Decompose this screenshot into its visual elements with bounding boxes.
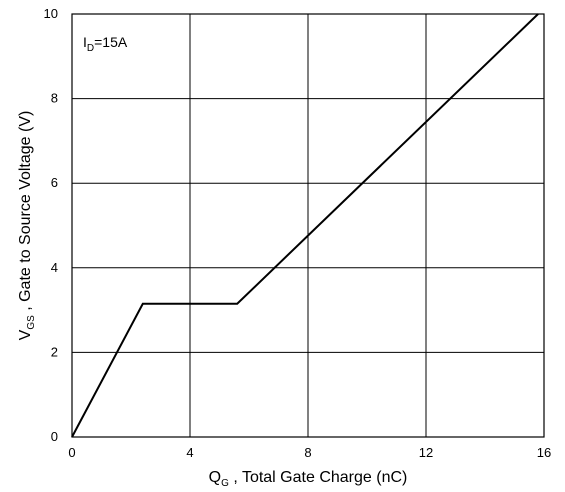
y-tick-label: 10 xyxy=(44,6,58,21)
x-tick-label: 8 xyxy=(304,445,311,460)
grid-lines xyxy=(72,14,544,437)
y-title-rest: , Gate to Source Voltage (V) xyxy=(17,111,34,316)
x-axis-title: QG , Total Gate Charge (nC) xyxy=(209,469,408,489)
y-axis-title: VGS , Gate to Source Voltage (V) xyxy=(17,111,37,341)
x-title-main: Q xyxy=(209,469,221,486)
plot-frame xyxy=(71,13,545,438)
y-tick-labels: 0 2 4 6 8 10 xyxy=(44,6,58,444)
y-title-sub: GS xyxy=(26,315,37,330)
x-tick-label: 16 xyxy=(537,445,551,460)
x-tick-label: 4 xyxy=(186,445,193,460)
x-tick-labels: 0 4 8 12 16 xyxy=(68,445,551,460)
annotation-sub: D xyxy=(87,43,94,54)
y-tick-label: 0 xyxy=(51,429,58,444)
x-tick-label: 12 xyxy=(419,445,433,460)
x-title-rest: , Total Gate Charge (nC) xyxy=(229,469,407,486)
y-tick-label: 6 xyxy=(51,175,58,190)
y-tick-label: 2 xyxy=(51,344,58,359)
y-title-main: V xyxy=(17,329,34,340)
annotation-main: I xyxy=(83,34,87,50)
y-tick-label: 4 xyxy=(51,260,58,275)
annotation-rest: =15A xyxy=(94,34,128,50)
x-tick-label: 0 xyxy=(68,445,75,460)
y-tick-label: 8 xyxy=(51,91,58,106)
series-line xyxy=(71,13,539,438)
current-annotation: ID=15A xyxy=(83,34,128,54)
series-layer xyxy=(71,13,539,438)
x-title-sub: G xyxy=(221,478,229,489)
